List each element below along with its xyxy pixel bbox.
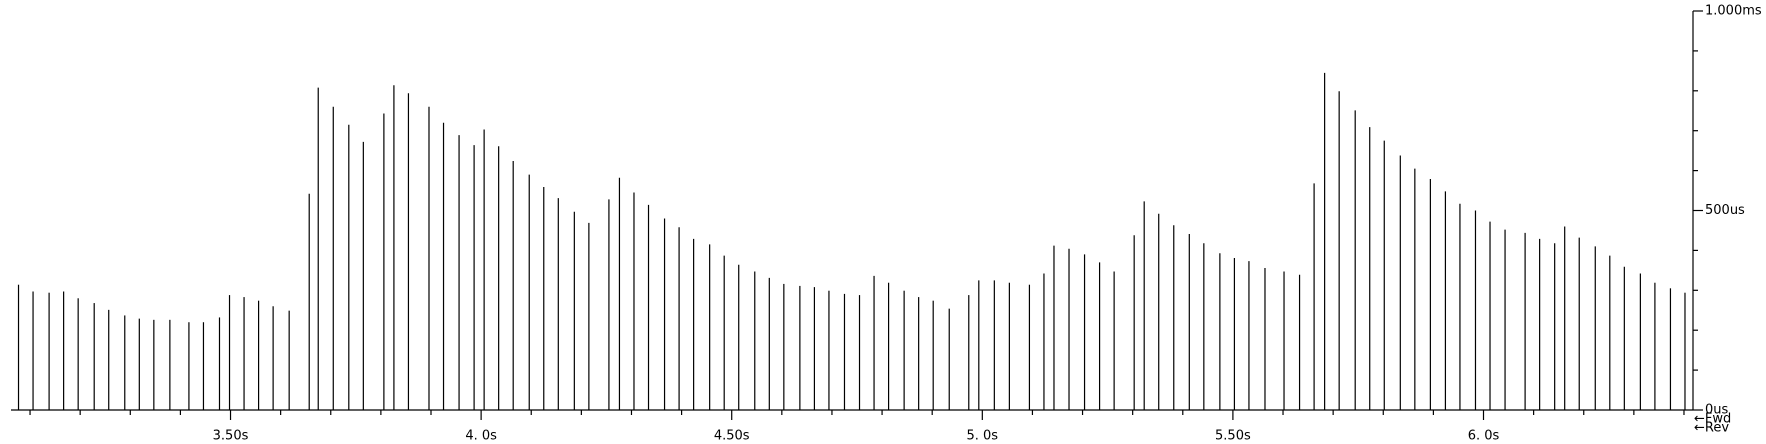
x-tick-label: 5.50s bbox=[1215, 429, 1251, 444]
y-tick-label: 0us bbox=[1705, 403, 1729, 418]
y-tick-label: 1.000ms bbox=[1705, 4, 1762, 19]
legend-entry: ←Rev bbox=[1694, 421, 1729, 436]
x-tick-label: 3.50s bbox=[213, 429, 249, 444]
y-tick-label: 500us bbox=[1705, 203, 1745, 218]
x-tick-label: 6. 0s bbox=[1468, 429, 1500, 444]
x-tick-label: 4. 0s bbox=[465, 429, 497, 444]
legend-entry: ←Fwd bbox=[1694, 412, 1731, 427]
x-tick-label: 5. 0s bbox=[967, 429, 999, 444]
x-tick-label: 4.50s bbox=[714, 429, 750, 444]
